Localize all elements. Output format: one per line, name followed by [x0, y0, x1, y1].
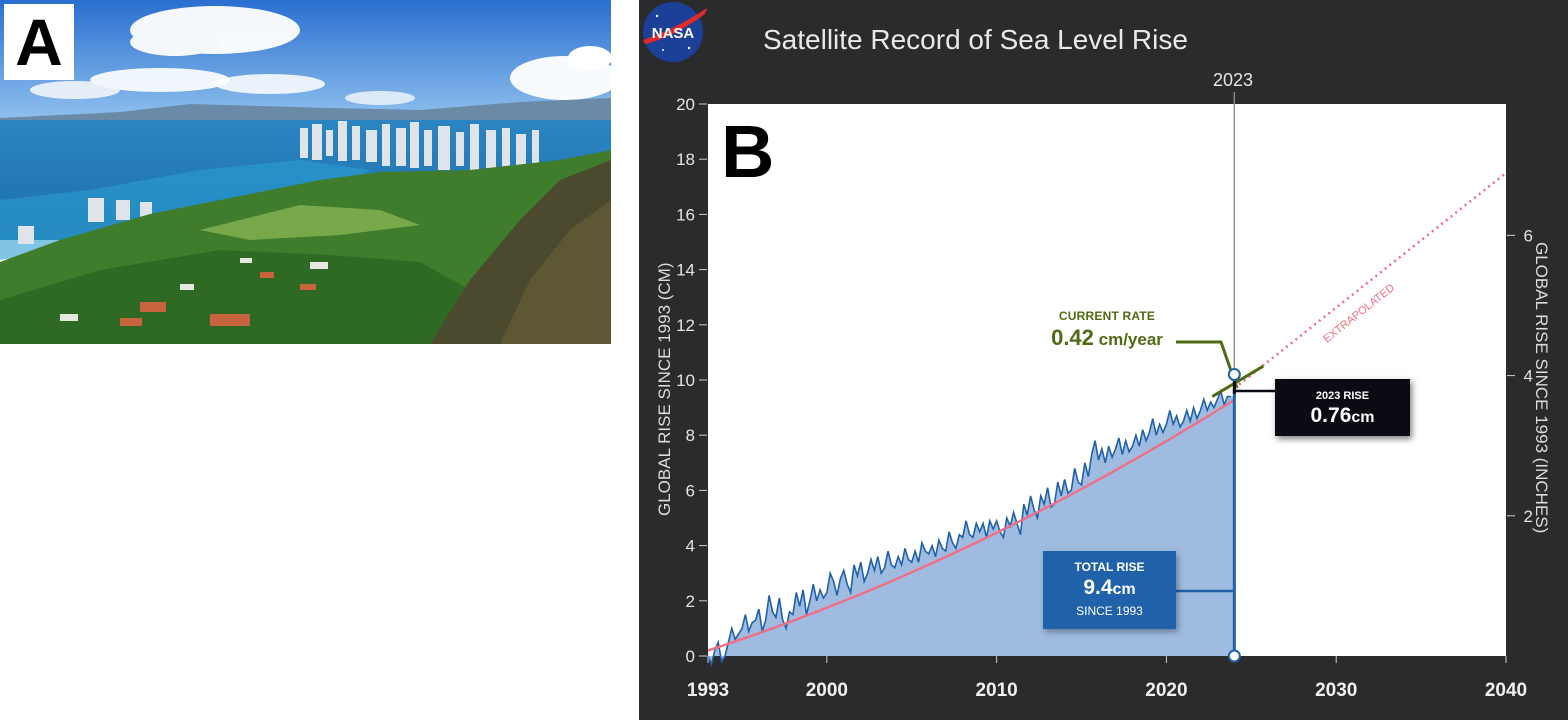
extrapolated-trend-line [1233, 171, 1507, 390]
total-rise-value: 9.4 [1083, 576, 1113, 599]
current-rate-unit: cm/year [1093, 330, 1163, 349]
y-tick-label: 8 [686, 426, 695, 445]
y-tick-label: 4 [686, 537, 695, 556]
sea-level-chart-panel: EXTRAPOLATED 0 2 4 6 8 10 12 14 16 18 20 2 4 6 1993 200… [639, 0, 1568, 720]
y-tick-label: 10 [676, 371, 695, 390]
panel-label-a: A [4, 4, 74, 80]
axis-layer: 0 2 4 6 8 10 12 14 16 18 20 2 4 6 1993 2000 2010 2020 2030… [676, 95, 1533, 701]
nasa-logo-text: NASA [652, 25, 695, 42]
honolulu-coast-image [0, 0, 611, 344]
total-rise-value-line: 9.4cm [1043, 576, 1176, 600]
total-rise-unit: cm [1112, 581, 1136, 598]
y-tick-label: 14 [676, 261, 695, 280]
x-tick-label: 2030 [1315, 680, 1357, 701]
marker-year-label: 2023 [1213, 70, 1254, 90]
current-rate-title: CURRENT RATE [1058, 309, 1156, 323]
x-tick-label: 1993 [687, 680, 729, 701]
current-rate-value: 0.42 [1051, 325, 1094, 350]
total-rise-title: TOTAL RISE [1074, 560, 1145, 574]
x-tick-label: 2040 [1485, 680, 1527, 701]
rise-2023-value-line: 0.76cm [1275, 404, 1410, 428]
total-rise-since: SINCE 1993 [1076, 604, 1143, 618]
chart-title: Satellite Record of Sea Level Rise [763, 24, 1188, 55]
total-rise-annotation: TOTAL RISE 9.4cm SINCE 1993 [1043, 551, 1176, 629]
y-right-tick-label: 2 [1524, 507, 1533, 526]
current-rate-annotation: CURRENT RATE 0.42 cm/year [1037, 309, 1177, 351]
baseline-dot [1227, 649, 1241, 663]
trend-line [707, 398, 1235, 652]
y-right-tick-label: 4 [1524, 367, 1533, 386]
x-tick-label: 2010 [975, 680, 1017, 701]
y-axis-label-left: GLOBAL RISE SINCE 1993 (CM) [655, 262, 674, 516]
x-tick-label: 2020 [1145, 680, 1187, 701]
current-rate-value-line: 0.42 cm/year [1037, 325, 1177, 351]
sea-level-line [707, 388, 1231, 667]
y-axis-label-right: GLOBAL RISE SINCE 1993 (INCHES) [1532, 242, 1551, 534]
rise-2023-value: 0.76 [1310, 404, 1352, 427]
rise-2023-title: 2023 RISE [1315, 390, 1370, 402]
y-tick-label: 2 [686, 592, 695, 611]
coastline-photo: A [0, 0, 611, 344]
nasa-logo-icon: NASA [643, 2, 707, 62]
y-tick-label: 12 [676, 316, 695, 335]
y-right-tick-label: 6 [1524, 226, 1533, 245]
current-rate-tangent [1211, 364, 1264, 398]
x-tick-label: 2000 [806, 680, 848, 701]
y-tick-label: 18 [676, 150, 695, 169]
y-tick-label: 6 [686, 481, 695, 500]
rise-2023-unit: cm [1351, 409, 1375, 426]
panel-label-b: B [721, 110, 775, 193]
y-tick-label: 0 [686, 647, 695, 666]
y-tick-label: 16 [676, 205, 695, 224]
rise-2023-annotation: 2023 RISE 0.76cm [1275, 379, 1410, 436]
rise-2023-dot [1227, 367, 1241, 381]
y-tick-label: 20 [676, 95, 695, 114]
